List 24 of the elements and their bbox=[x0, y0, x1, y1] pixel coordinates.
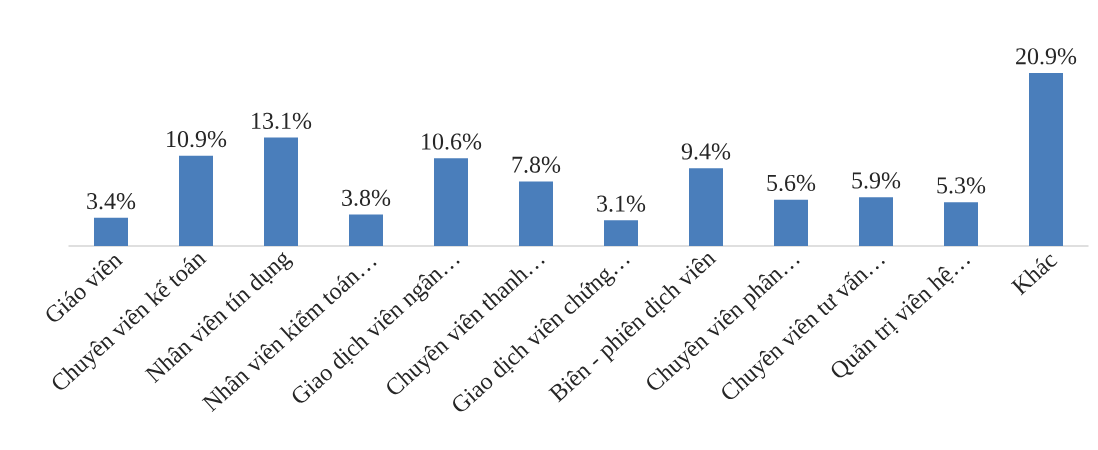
bar bbox=[689, 168, 723, 246]
data-label: 10.9% bbox=[167, 130, 227, 148]
bar bbox=[434, 158, 468, 246]
data-label: 7.8% bbox=[512, 156, 561, 173]
bar bbox=[519, 181, 553, 246]
bar bbox=[264, 137, 298, 246]
bar bbox=[94, 217, 128, 246]
data-label: 3.8% bbox=[342, 189, 391, 207]
data-label: 10.6% bbox=[422, 133, 482, 150]
data-label: 5.3% bbox=[937, 177, 986, 194]
data-label: 5.9% bbox=[852, 172, 901, 189]
bar bbox=[604, 220, 638, 246]
bar bbox=[774, 199, 808, 246]
bar bbox=[1029, 73, 1063, 246]
data-label: 3.1% bbox=[597, 195, 646, 212]
data-label: 20.9% bbox=[1016, 48, 1077, 65]
data-label: 5.6% bbox=[767, 174, 816, 192]
data-label: 3.4% bbox=[87, 193, 136, 210]
data-label: 13.1% bbox=[252, 112, 312, 130]
data-label: 9.4% bbox=[681, 143, 731, 160]
bar bbox=[944, 202, 978, 246]
bar bbox=[859, 197, 893, 246]
bar bbox=[349, 214, 383, 246]
bar bbox=[179, 155, 213, 246]
